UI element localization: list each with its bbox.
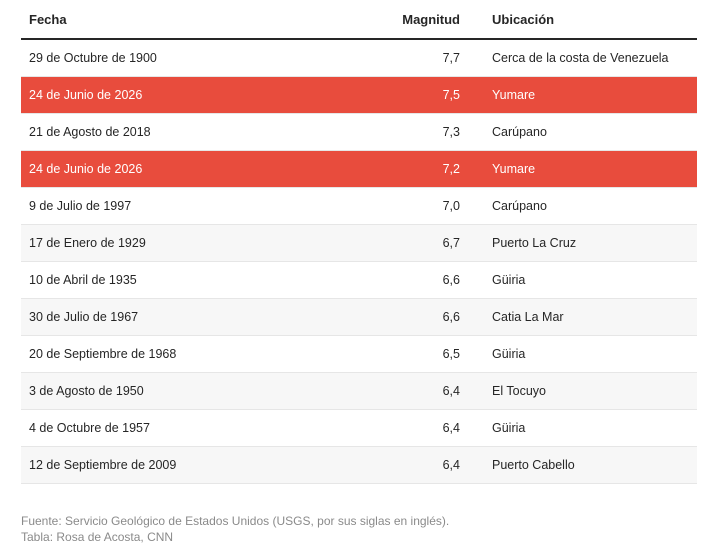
table-cell: 30 de Julio de 1967: [21, 298, 329, 336]
source: Fuente: Servicio Geológico de Estados Un…: [21, 514, 450, 528]
table-cell: Güiria: [460, 409, 697, 447]
table-cell: 7,0: [329, 187, 460, 225]
table-cell: 21 de Agosto de 2018: [21, 113, 329, 151]
table-cell: 7,3: [329, 113, 460, 151]
table-cell: 6,7: [329, 224, 460, 262]
table-cell: 6,4: [329, 372, 460, 410]
table-container: Fecha Magnitud Ubicación 29 de Octubre d…: [21, 0, 697, 484]
table-cell: 7,2: [329, 150, 460, 188]
table-row: 3 de Agosto de 1950 6,4 El Tocuyo: [21, 372, 697, 410]
table-row: 20 de Septiembre de 1968 6,5 Güiria: [21, 335, 697, 373]
table-row: 9 de Julio de 1997 7,0 Carúpano: [21, 187, 697, 225]
footer: Fuente: Servicio Geológico de Estados Un…: [21, 513, 449, 545]
table-cell: 6,4: [329, 409, 460, 447]
table-row: 29 de Octubre de 1900 7,7 Cerca de la cost…: [21, 39, 697, 77]
table-cell: 6,6: [329, 261, 460, 299]
table-cell: Puerto Cabello: [460, 446, 697, 484]
table-row: 24 de Junio de 2026 7,5 Yumare: [21, 76, 697, 114]
table-row: 30 de Julio de 1967 6,6 Catia La Mar: [21, 298, 697, 336]
table-cell: Cerca de la costa de Venezuela: [460, 39, 697, 77]
table-body: 29 de Octubre de 1900 7,7 Cerca de la cost…: [21, 39, 697, 484]
table-row: 4 de Octubre de 1957 6,4 Güiria: [21, 409, 697, 447]
table: Fecha Magnitud Ubicación 29 de Octubre d…: [21, 0, 697, 484]
table-cell: 29 de Octubre de 1900: [21, 39, 329, 77]
header-cell: Fecha: [21, 0, 329, 40]
table-cell: Carúpano: [460, 113, 697, 151]
table-row: 12 de Septiembre de 2009 6,4 Puerto Cabell…: [21, 446, 697, 484]
table-cell: 24 de Junio de 2026: [21, 150, 329, 188]
table-cell: 7,7: [329, 39, 460, 77]
table-cell: El Tocuyo: [460, 372, 697, 410]
table-cell: Güiria: [460, 261, 697, 299]
table-cell: 4 de Octubre de 1957: [21, 409, 329, 447]
table-cell: 20 de Septiembre de 1968: [21, 335, 329, 373]
table-cell: Yumare: [460, 76, 697, 114]
table-cell: Yumare: [460, 150, 697, 188]
table-cell: 7,5: [329, 76, 460, 114]
header-cell: Ubicación: [460, 0, 697, 40]
table-cell: 3 de Agosto de 1950: [21, 372, 329, 410]
table-cell: Puerto La Cruz: [460, 224, 697, 262]
table-cell: Carúpano: [460, 187, 697, 225]
table-cell: 6,4: [329, 446, 460, 484]
table-cell: 6,6: [329, 298, 460, 336]
table-row: 21 de Agosto de 2018 7,3 Carúpano: [21, 113, 697, 151]
table-cell: 10 de Abril de 1935: [21, 261, 329, 299]
table-row: 24 de Junio de 2026 7,2 Yumare: [21, 150, 697, 188]
credit: Tabla: Rosa de Acosta, CNN: [21, 530, 174, 544]
table-cell: Güiria: [460, 335, 697, 373]
table-cell: Catia La Mar: [460, 298, 697, 336]
table-row: 17 de Enero de 1929 6,7 Puerto La Cruz: [21, 224, 697, 262]
table-cell: 12 de Septiembre de 2009: [21, 446, 329, 484]
table-row: 10 de Abril de 1935 6,6 Güiria: [21, 261, 697, 299]
table-cell: 9 de Julio de 1997: [21, 187, 329, 225]
header-row: Fecha Magnitud Ubicación: [21, 0, 697, 40]
table-cell: 6,5: [329, 335, 460, 373]
table-cell: 17 de Enero de 1929: [21, 224, 329, 262]
header-cell: Magnitud: [329, 0, 460, 40]
table-cell: 24 de Junio de 2026: [21, 76, 329, 114]
